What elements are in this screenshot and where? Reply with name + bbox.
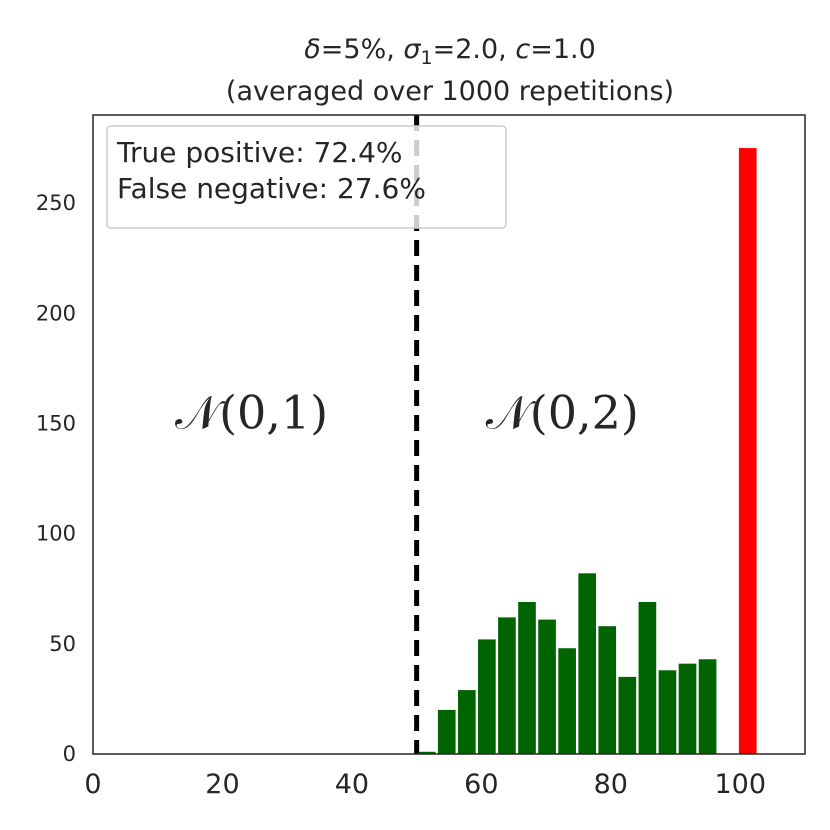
histogram-bar [698, 659, 717, 754]
plot-frame [92, 114, 806, 755]
histogram-bar [558, 648, 576, 754]
y-tick-label: 150 [36, 411, 76, 435]
histogram-bar [578, 573, 597, 754]
chart-title-line2: (averaged over 1000 repetitions) [226, 76, 674, 107]
y-tick-label: 50 [49, 632, 76, 656]
distribution-annotation: 𝒩(0,1) [175, 385, 328, 439]
distribution-annotation: 𝒩(0,2) [486, 385, 639, 439]
plot-area: 0 50 100 150 200 250 0 20 40 60 80 100 True positive… [36, 114, 806, 800]
histogram-bar [518, 601, 536, 754]
y-tick-label: 200 [36, 301, 76, 325]
legend-box [106, 125, 507, 229]
histogram-bar [618, 676, 637, 754]
histogram-bar [478, 639, 496, 754]
x-tick-label: 100 [714, 769, 766, 800]
histogram-bar [738, 148, 757, 754]
y-tick-label: 100 [36, 522, 76, 546]
histogram-bar [678, 663, 697, 754]
y-tick-label: 0 [63, 742, 76, 766]
chart-title-line1: δ=5%, σ1=2.0, c=1.0 [304, 34, 596, 69]
histogram-bar [457, 690, 476, 754]
histogram-bar [417, 751, 436, 754]
histogram-bar [437, 709, 456, 754]
x-tick-label: 0 [84, 769, 101, 800]
histogram-bar [658, 670, 677, 754]
histogram-bar [538, 619, 556, 754]
legend-text: True positive: 72.4% [116, 136, 402, 169]
x-tick-label: 60 [464, 769, 498, 800]
x-tick-label: 80 [594, 769, 628, 800]
histogram-bar [638, 601, 657, 754]
histogram-bar [598, 626, 617, 754]
x-tick-label: 20 [205, 769, 239, 800]
x-tick-label: 40 [335, 769, 369, 800]
y-tick-label: 250 [36, 191, 76, 215]
legend-text: False negative: 27.6% [117, 172, 426, 205]
histogram-bar [498, 617, 516, 754]
